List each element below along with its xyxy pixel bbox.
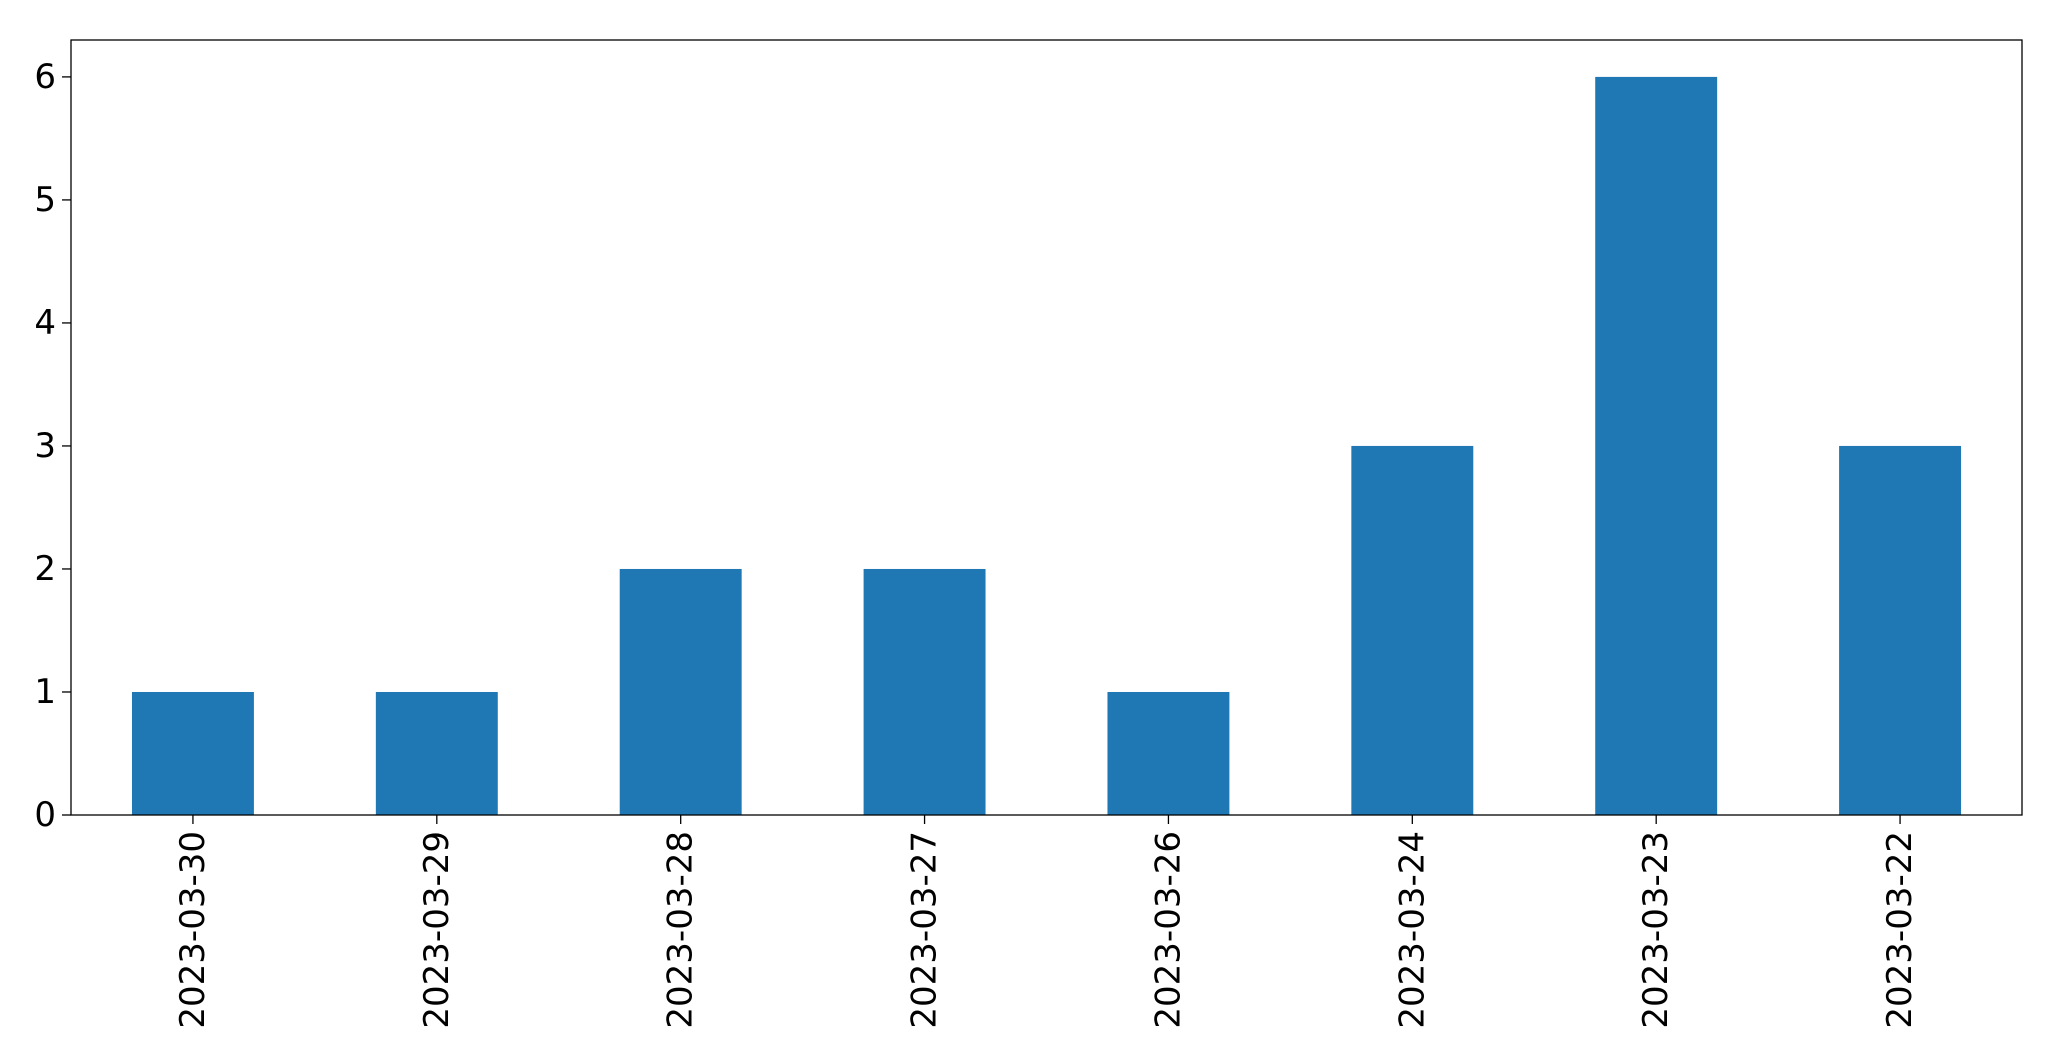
x-tick-label: 2023-03-30 bbox=[173, 831, 213, 1029]
y-tick-label: 0 bbox=[34, 795, 56, 835]
y-tick-label: 3 bbox=[34, 426, 56, 466]
y-tick-label: 1 bbox=[34, 672, 56, 712]
x-tick-label: 2023-03-27 bbox=[905, 831, 945, 1029]
plot-frame bbox=[70, 39, 2023, 816]
x-tick-label: 2023-03-28 bbox=[661, 831, 701, 1029]
y-tick-label: 6 bbox=[34, 57, 56, 97]
x-axis-ticks: 2023-03-30 2023-03-29 2023-03-28 2023-03-27… bbox=[173, 815, 1920, 1029]
bar-2023-03-27 bbox=[863, 568, 986, 815]
y-tick-label: 2 bbox=[34, 549, 56, 589]
bar-2023-03-22 bbox=[1839, 445, 1962, 815]
x-tick-label: 2023-03-29 bbox=[417, 831, 457, 1029]
bar-2023-03-29 bbox=[375, 691, 498, 815]
x-tick-label: 2023-03-24 bbox=[1392, 831, 1432, 1029]
x-tick-label: 2023-03-26 bbox=[1148, 831, 1188, 1029]
bar-2023-03-26 bbox=[1107, 691, 1230, 815]
bars-group bbox=[131, 76, 1962, 815]
bar-2023-03-23 bbox=[1595, 76, 1718, 815]
x-tick-label: 2023-03-23 bbox=[1636, 831, 1676, 1029]
bar-2023-03-24 bbox=[1351, 445, 1474, 815]
bar-2023-03-28 bbox=[619, 568, 742, 815]
y-tick-label: 4 bbox=[34, 303, 56, 343]
bar-2023-03-30 bbox=[131, 691, 254, 815]
y-axis-ticks: 0 1 2 3 4 5 6 bbox=[34, 57, 71, 835]
y-tick-label: 5 bbox=[34, 180, 56, 220]
x-tick-label: 2023-03-22 bbox=[1880, 831, 1920, 1029]
